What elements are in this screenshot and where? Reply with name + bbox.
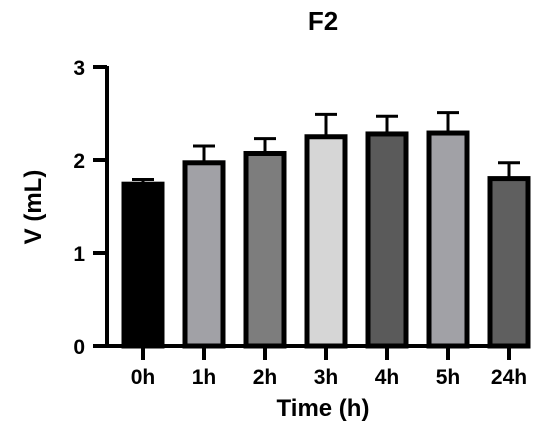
bars [121, 111, 531, 349]
y-tick-label: 0 [73, 336, 85, 359]
bar [426, 130, 470, 349]
x-tick-label: 5h [436, 366, 461, 389]
bar [182, 160, 226, 349]
bar [304, 134, 348, 349]
x-axis: 0h 1h 2h 3h 4h 5h 24h [105, 344, 530, 389]
x-tick-label: 0h [131, 366, 156, 389]
y-axis: 0 1 2 3 [73, 57, 109, 359]
x-tick-label: 2h [253, 366, 278, 389]
y-tick-label: 3 [73, 57, 85, 80]
y-tick-label: 2 [73, 150, 85, 173]
y-tick-label: 1 [73, 243, 85, 266]
chart-title: F2 [308, 6, 338, 36]
bar [243, 150, 287, 349]
x-tick-label: 3h [314, 366, 339, 389]
bar [365, 131, 409, 349]
y-axis-label: V (mL) [20, 170, 47, 245]
x-axis-label: Time (h) [277, 395, 370, 422]
bar [121, 181, 165, 349]
bar [487, 176, 531, 349]
x-tick-label: 1h [192, 366, 217, 389]
x-tick-label: 24h [491, 366, 527, 389]
x-tick-label: 4h [375, 366, 400, 389]
